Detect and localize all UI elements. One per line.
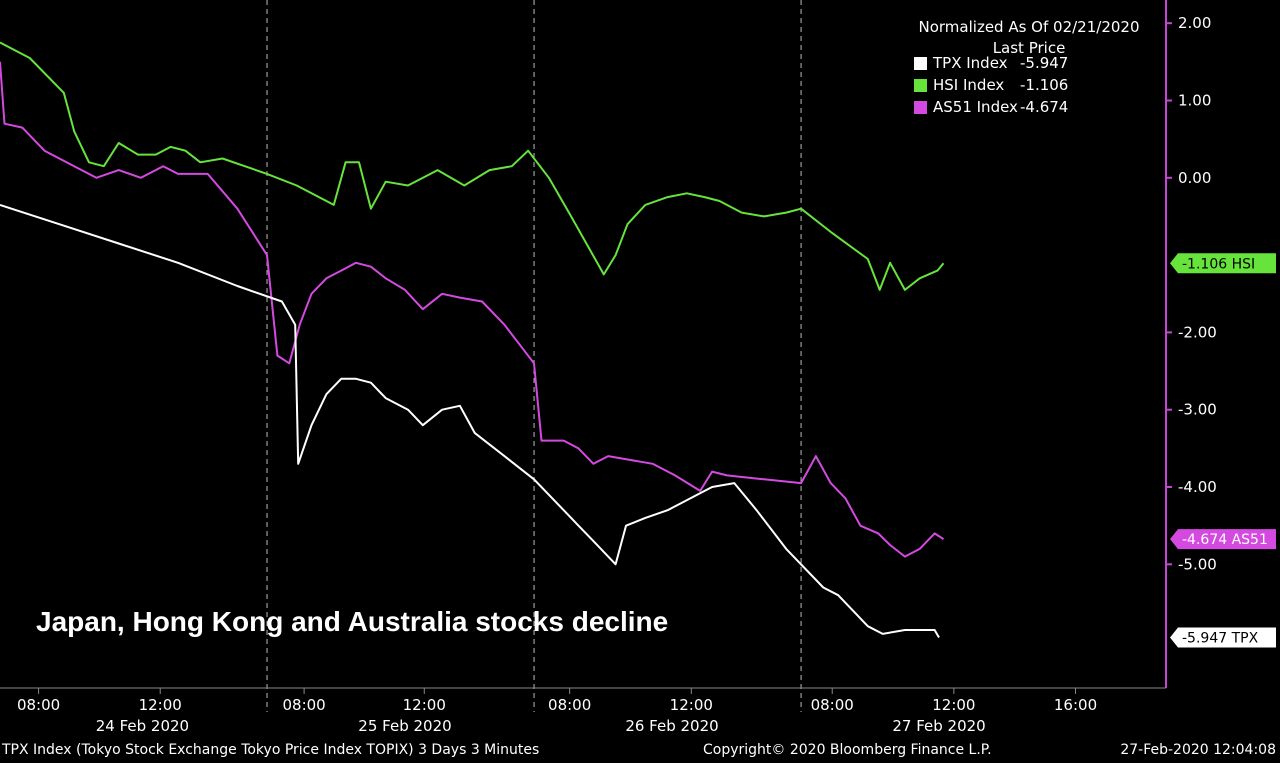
legend-swatch-2 [914,101,927,114]
y-tick-label-1: 1.00 [1178,91,1211,109]
y-tick-label-4: -3.00 [1178,401,1217,419]
legend-entry-value-2: -4.674 [1020,98,1068,116]
y-axis-ticks: 2.00 1.00 0.00 -2.00 -3.00 -4.00 -5.00 [1166,14,1217,573]
y-tick-label-3: -2.00 [1178,323,1217,341]
legend-swatch-1 [914,79,927,92]
series-lines [0,41,945,639]
y-tick-label-5: -4.00 [1178,478,1217,496]
legend-title: Normalized As Of 02/21/2020 [919,18,1140,36]
legend: Normalized As Of 02/21/2020 Last Price T… [902,10,1160,128]
series-line-hsi [0,41,945,291]
x-tick-label-3: 12:00 [403,696,446,714]
x-tick-label-1: 12:00 [139,696,182,714]
date-label-0: 24 Feb 2020 [96,717,189,735]
series-line-as51 [0,61,945,558]
legend-subtitle: Last Price [993,39,1066,57]
legend-entry-value-1: -1.106 [1020,76,1068,94]
last-price-tags: -1.106 HSI -4.674 AS51 -5.947 TPX [1170,253,1276,648]
y-tick-label-2: 0.00 [1178,169,1211,187]
x-tick-label-7: 12:00 [932,696,975,714]
last-price-tag-tpx [1170,627,1276,648]
x-tick-label-4: 08:00 [548,696,591,714]
x-tick-label-6: 08:00 [811,696,854,714]
date-label-3: 27 Feb 2020 [892,717,985,735]
series-line-tpx [0,203,940,639]
footer-timestamp: 27-Feb-2020 12:04:08 [1120,742,1276,758]
footer-description: TPX Index (Tokyo Stock Exchange Tokyo Pr… [1,742,539,758]
x-tick-label-5: 12:00 [670,696,713,714]
legend-entry-name-2: AS51 Index [933,98,1018,116]
chart-headline: Japan, Hong Kong and Australia stocks de… [36,606,668,637]
x-axis-ticks: 08:00 12:00 08:00 12:00 08:00 12:00 08:00 12:00… [17,688,1097,714]
legend-box [902,10,1160,128]
x-tick-label-0: 08:00 [17,696,60,714]
last-price-tag-label-tpx: -5.947 TPX [1182,631,1259,647]
day-separators [266,0,802,712]
footer-copyright: Copyright© 2020 Bloomberg Finance L.P. [703,742,992,758]
last-price-tag-as51 [1170,529,1276,550]
legend-entry-name-1: HSI Index [933,76,1004,94]
legend-entry-value-0: -5.947 [1020,54,1068,72]
x-tick-label-8: 16:00 [1054,696,1097,714]
date-label-1: 25 Feb 2020 [358,717,451,735]
y-tick-label-0: 2.00 [1178,14,1211,32]
y-tick-label-6: -5.00 [1178,555,1217,573]
x-tick-label-2: 08:00 [282,696,325,714]
last-price-tag-label-hsi: -1.106 HSI [1182,256,1255,272]
legend-swatch-0 [914,57,927,70]
legend-entry-name-0: TPX Index [932,54,1008,72]
date-label-2: 26 Feb 2020 [625,717,718,735]
last-price-tag-label-as51: -4.674 AS51 [1182,532,1268,548]
x-axis-date-labels: 24 Feb 2020 25 Feb 2020 26 Feb 2020 27 Feb … [96,717,986,735]
last-price-tag-hsi [1170,253,1276,274]
